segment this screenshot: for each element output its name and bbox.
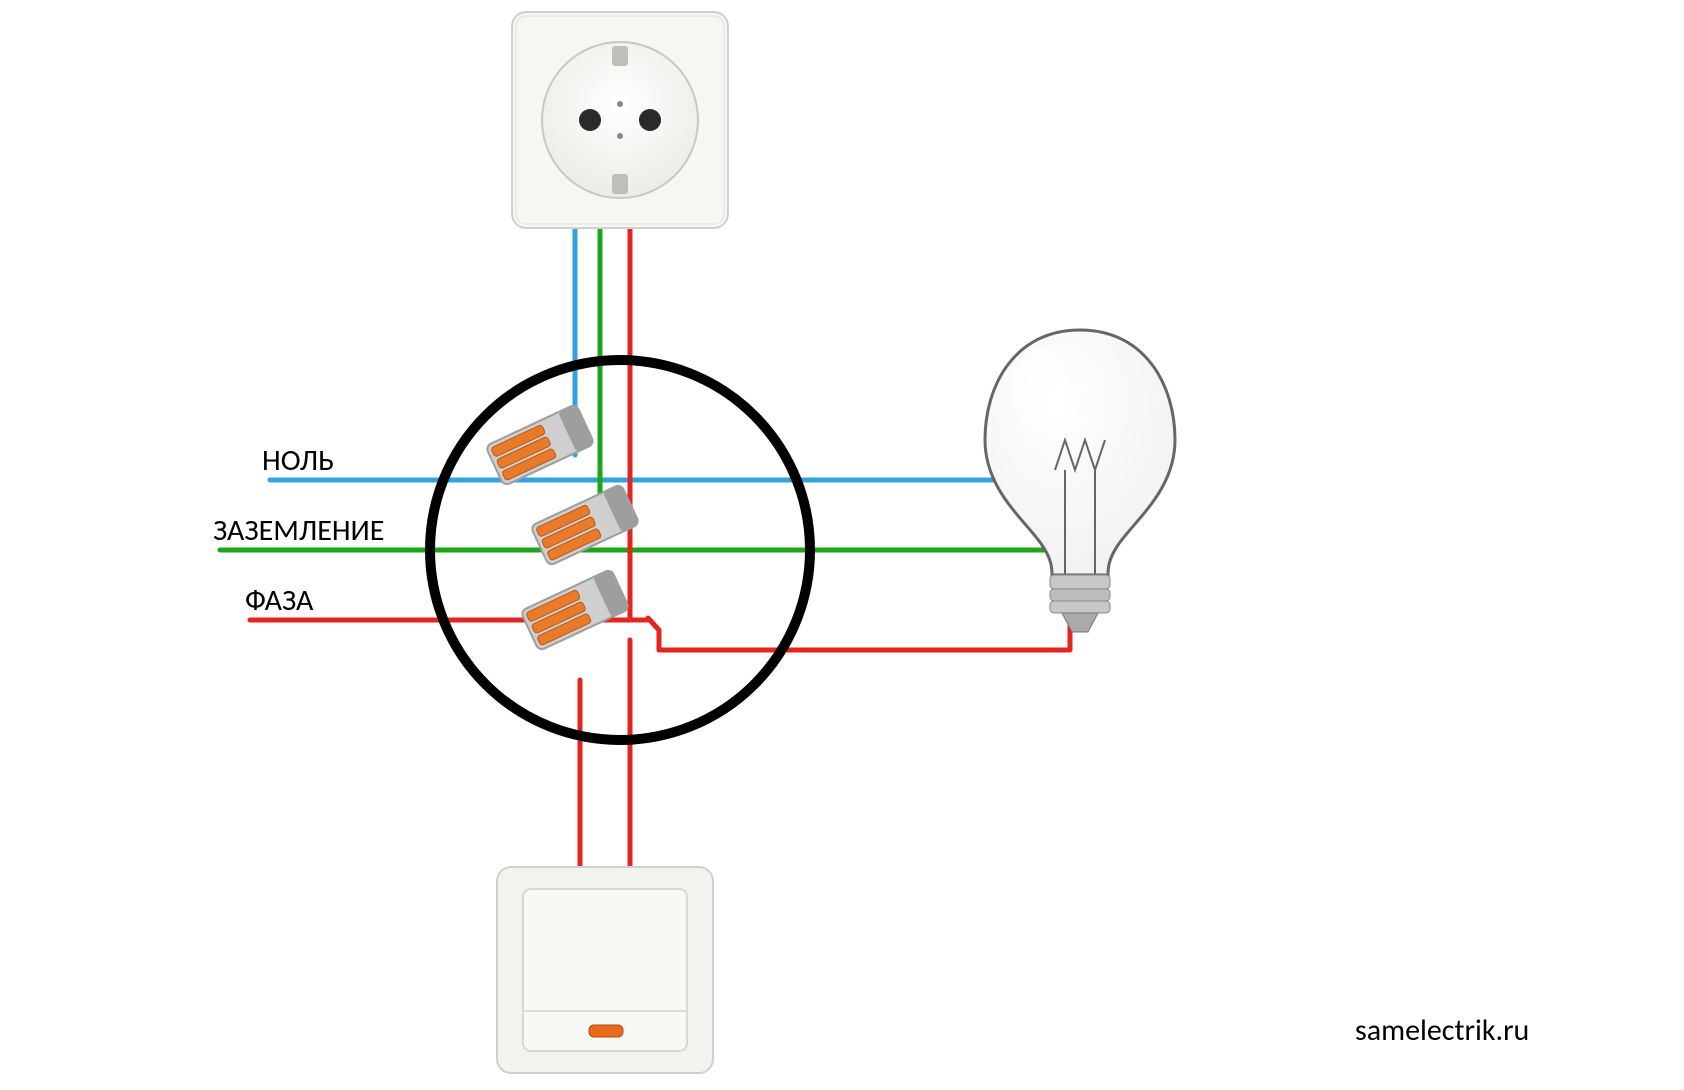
label-phase: ФАЗА (245, 582, 313, 619)
wire-connector (485, 404, 594, 486)
label-neutral: НОЛЬ (262, 442, 334, 479)
wire-connector (530, 484, 639, 566)
diagram-stage: НОЛЬ ЗАЗЕМЛЕНИЕ ФАЗА samelectrik.ru (0, 0, 1684, 1090)
attribution-text: samelectrik.ru (1355, 1012, 1529, 1049)
wire-connector (520, 569, 629, 651)
label-ground: ЗАЗЕМЛЕНИЕ (213, 512, 384, 549)
